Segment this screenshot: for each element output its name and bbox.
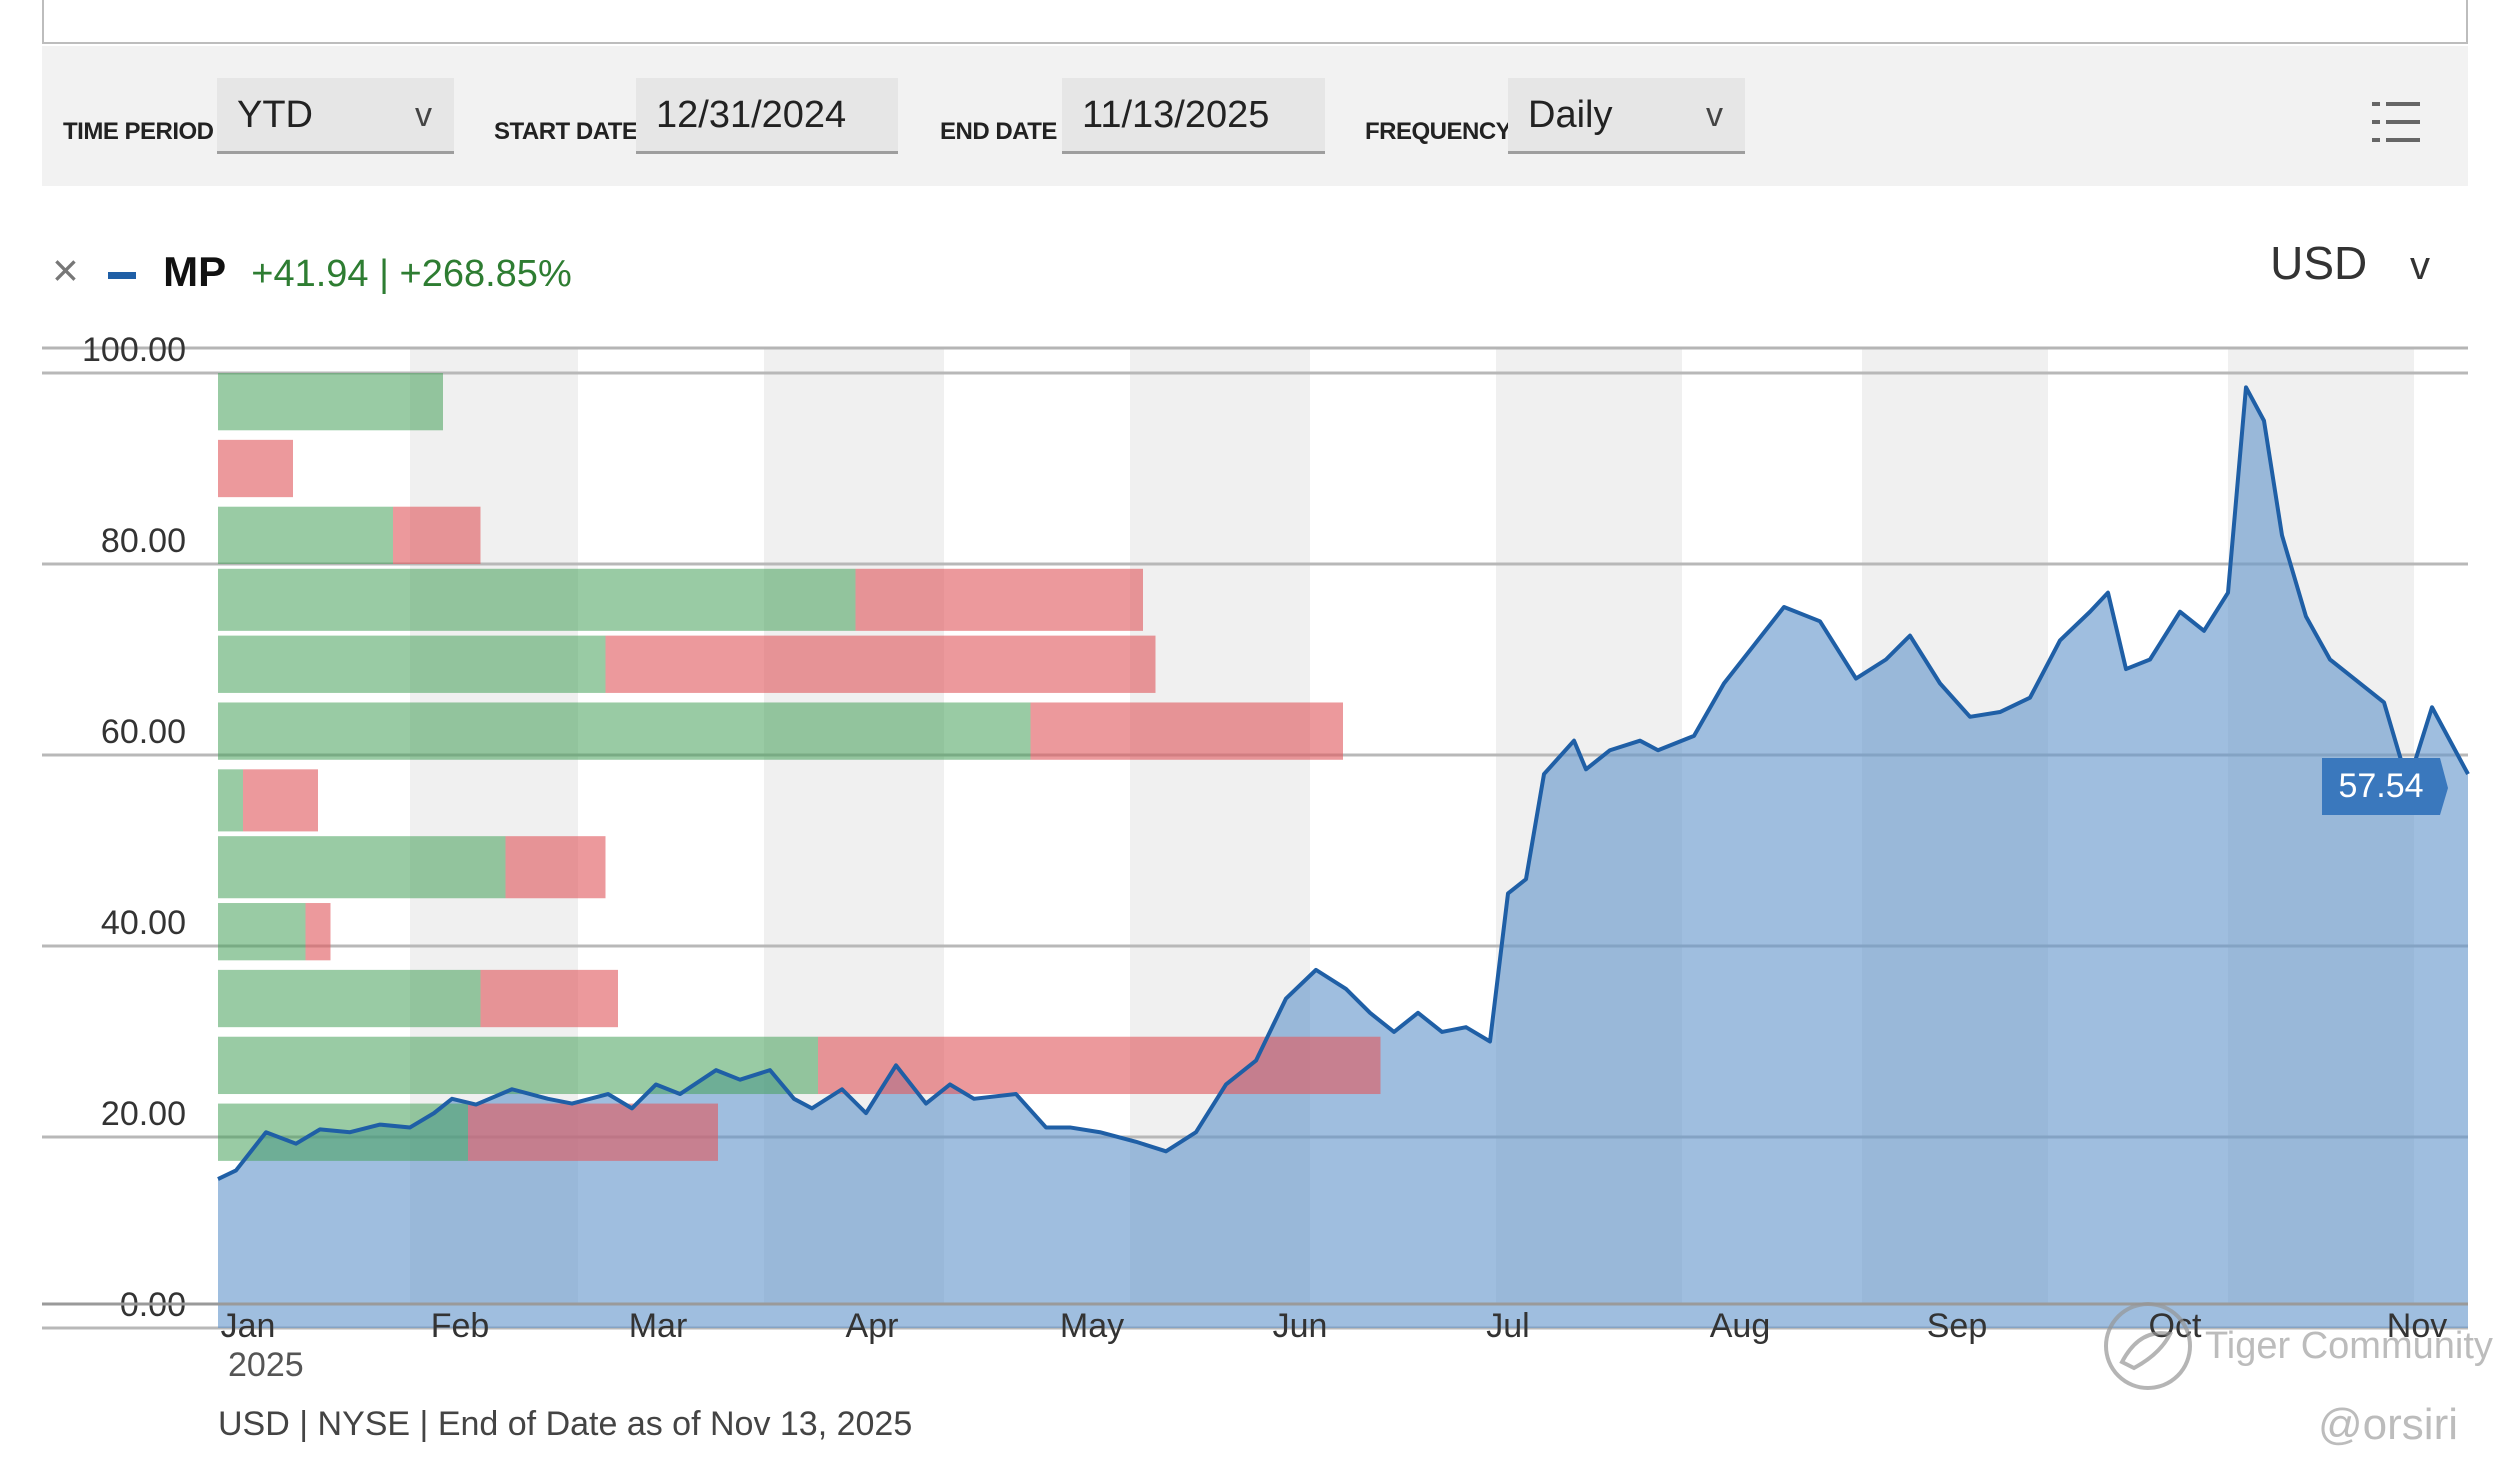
month-band	[2228, 348, 2414, 1303]
time-period-select[interactable]: YTD v	[217, 78, 454, 154]
volume-bar-up	[218, 506, 393, 564]
frequency-label: FREQUENCY	[1365, 118, 1512, 145]
price-area	[218, 387, 2468, 1328]
y-tick-label: 20.00	[101, 1095, 186, 1133]
time-period-value: YTD	[237, 94, 313, 136]
volume-bar-up	[218, 836, 506, 899]
chart-toolbar: TIME PERIOD YTD v START DATE 12/31/2024 …	[42, 46, 2468, 186]
chart-footer: USD | NYSE | End of Date as of Nov 13, 2…	[218, 1405, 913, 1443]
y-tick-label: 100.00	[82, 331, 186, 369]
x-tick-label: Sep	[1927, 1307, 1988, 1345]
x-tick-label: Aug	[1710, 1307, 1771, 1345]
price-line	[217, 385, 2470, 1181]
volume-bar-down	[243, 769, 318, 832]
y-tick-label: 80.00	[101, 522, 186, 560]
volume-bar-up	[218, 568, 856, 631]
volume-bar-up	[218, 702, 1031, 760]
price-line-layer	[217, 385, 2470, 1181]
volume-bar-down	[218, 439, 293, 498]
chevron-down-icon: v	[1706, 96, 1723, 134]
volume-bar-up	[218, 635, 606, 693]
start-date-input[interactable]: 12/31/2024	[636, 78, 898, 154]
volume-bar-up	[218, 769, 243, 832]
end-date-input[interactable]: 11/13/2025	[1062, 78, 1325, 154]
volume-bar-down	[480, 969, 618, 1028]
x-tick-label: Jun	[1273, 1307, 1328, 1345]
y-tick-label: 60.00	[101, 713, 186, 751]
time-period-label: TIME PERIOD	[63, 118, 214, 145]
volume-bar-down	[468, 1103, 718, 1161]
x-year-label: 2025	[228, 1346, 304, 1384]
volume-bar-down	[393, 506, 481, 564]
currency-value: USD	[2270, 237, 2368, 289]
axis-layer: 100.00 80.00 60.00 40.00 20.00 0.00 Jan Feb Mar A…	[42, 331, 2468, 1384]
series-swatch	[108, 271, 136, 279]
currency-select[interactable]: USD v	[2270, 236, 2430, 290]
chevron-down-icon: v	[2410, 244, 2430, 288]
volume-bar-up	[218, 1036, 818, 1095]
tiger-logo	[2104, 1302, 2192, 1390]
volume-profile-layer	[218, 373, 1381, 1161]
x-tick-label: Feb	[431, 1307, 490, 1345]
volume-bar-down	[818, 1036, 1381, 1095]
x-tick-label: Jul	[1486, 1307, 1529, 1345]
y-tick-label: 0.00	[120, 1286, 186, 1324]
x-tick-label: Apr	[846, 1307, 899, 1345]
x-tick-label: Mar	[629, 1307, 688, 1345]
frequency-value: Daily	[1528, 94, 1613, 136]
gridlines	[42, 346, 2468, 1330]
last-price-label-layer: 57.54	[2322, 758, 2448, 815]
month-band	[1862, 348, 2048, 1303]
volume-bar-up	[218, 903, 306, 961]
volume-bar-up	[218, 1103, 468, 1161]
volume-bar-down	[855, 568, 1143, 631]
volume-bar-down	[305, 903, 331, 961]
month-band	[410, 348, 578, 1303]
x-tick-label: May	[1060, 1307, 1124, 1345]
frequency-select[interactable]: Daily v	[1508, 78, 1745, 154]
series-ticker: MP	[163, 248, 227, 295]
list-menu-icon[interactable]	[2372, 102, 2420, 142]
chevron-down-icon: v	[415, 96, 432, 134]
month-band	[1496, 348, 1682, 1303]
price-area-layer	[218, 387, 2468, 1328]
end-date-value: 11/13/2025	[1082, 94, 1270, 136]
last-price-badge	[2322, 758, 2448, 815]
start-date-label: START DATE	[494, 118, 638, 145]
y-tick-label: 40.00	[101, 904, 186, 942]
close-icon[interactable]: ×	[52, 244, 79, 296]
volume-bar-up	[218, 969, 481, 1028]
volume-bar-down	[1030, 702, 1343, 760]
month-band	[1130, 348, 1310, 1303]
volume-bar-down	[605, 635, 1156, 693]
volume-bar-down	[505, 836, 606, 899]
start-date-value: 12/31/2024	[656, 94, 847, 136]
series-change: +41.94 | +268.85%	[251, 253, 572, 295]
month-background-bands	[410, 348, 2414, 1303]
end-date-label: END DATE	[940, 118, 1057, 145]
watermark-community: Tiger Community	[2205, 1325, 2493, 1367]
volume-bar-up	[218, 373, 443, 431]
search-box-area	[42, 0, 2468, 44]
month-band	[764, 348, 944, 1303]
x-tick-label: Jan	[221, 1307, 276, 1345]
series-legend: × MP +41.94 | +268.85%	[52, 240, 572, 300]
last-price-label: 57.54	[2338, 767, 2423, 805]
watermark-handle: @orsiri	[2318, 1400, 2458, 1449]
